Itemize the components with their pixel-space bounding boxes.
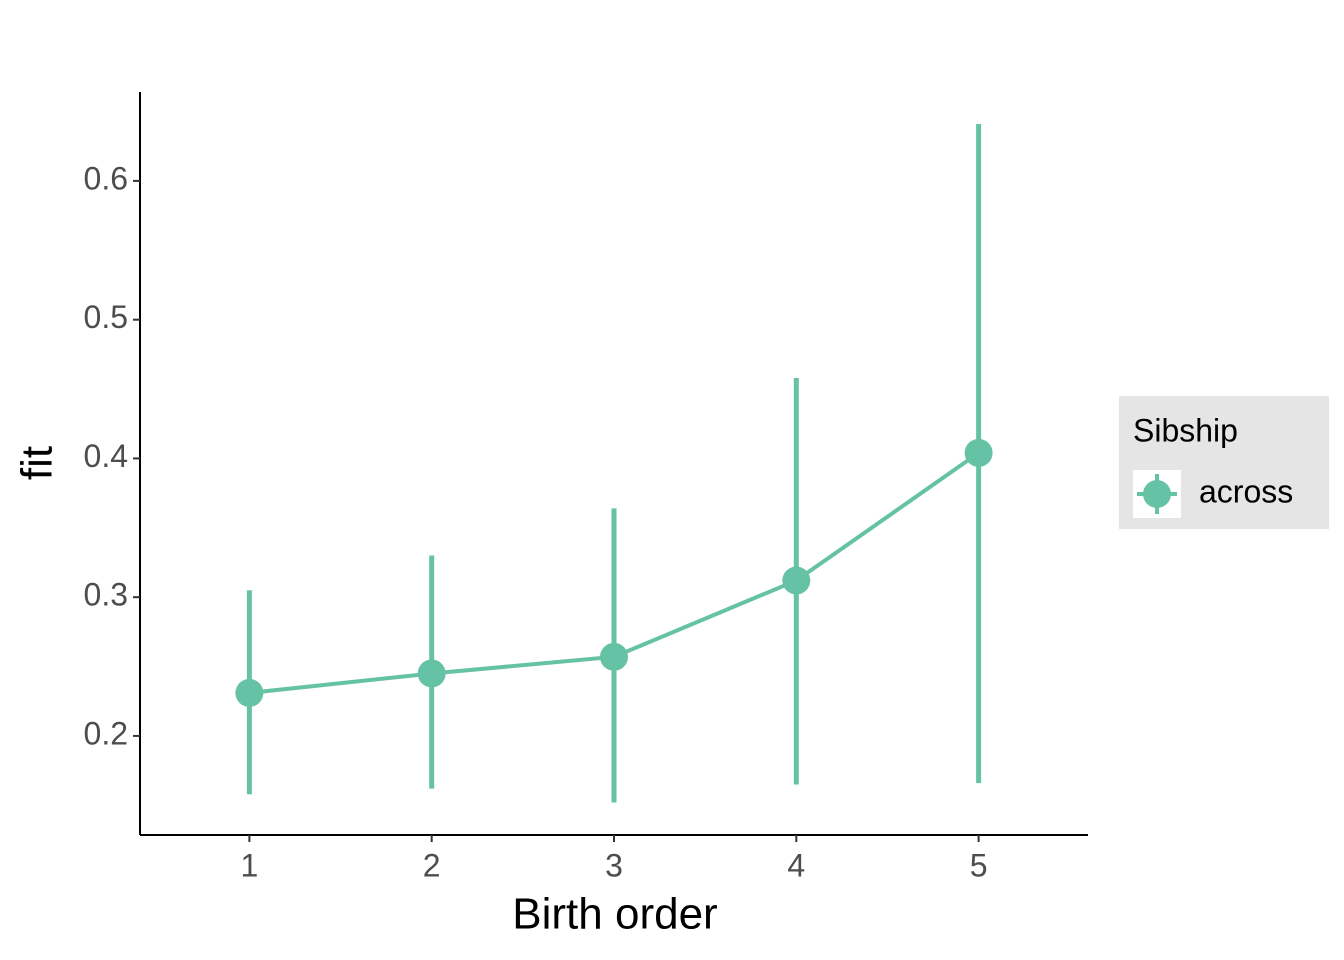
y-tick-label: 0.2 (84, 715, 128, 751)
point (417, 659, 446, 688)
legend-title: Sibship (1133, 412, 1238, 448)
x-tick-label: 4 (787, 847, 805, 883)
point (235, 678, 264, 707)
y-tick-label: 0.3 (84, 577, 128, 613)
x-tick-label: 3 (605, 847, 623, 883)
y-tick-label: 0.4 (84, 438, 128, 474)
y-tick-label: 0.6 (84, 160, 128, 196)
x-tick-label: 1 (240, 847, 258, 883)
y-axis-title: fit (13, 446, 62, 480)
point (782, 566, 811, 595)
point (964, 438, 993, 467)
point (600, 642, 628, 671)
legend-key-point (1143, 480, 1171, 508)
x-tick-label: 5 (970, 847, 988, 883)
x-axis-title: Birth order (512, 890, 717, 939)
legend-label: across (1199, 473, 1293, 509)
x-tick-label: 2 (423, 847, 441, 883)
y-tick-label: 0.5 (84, 299, 128, 335)
